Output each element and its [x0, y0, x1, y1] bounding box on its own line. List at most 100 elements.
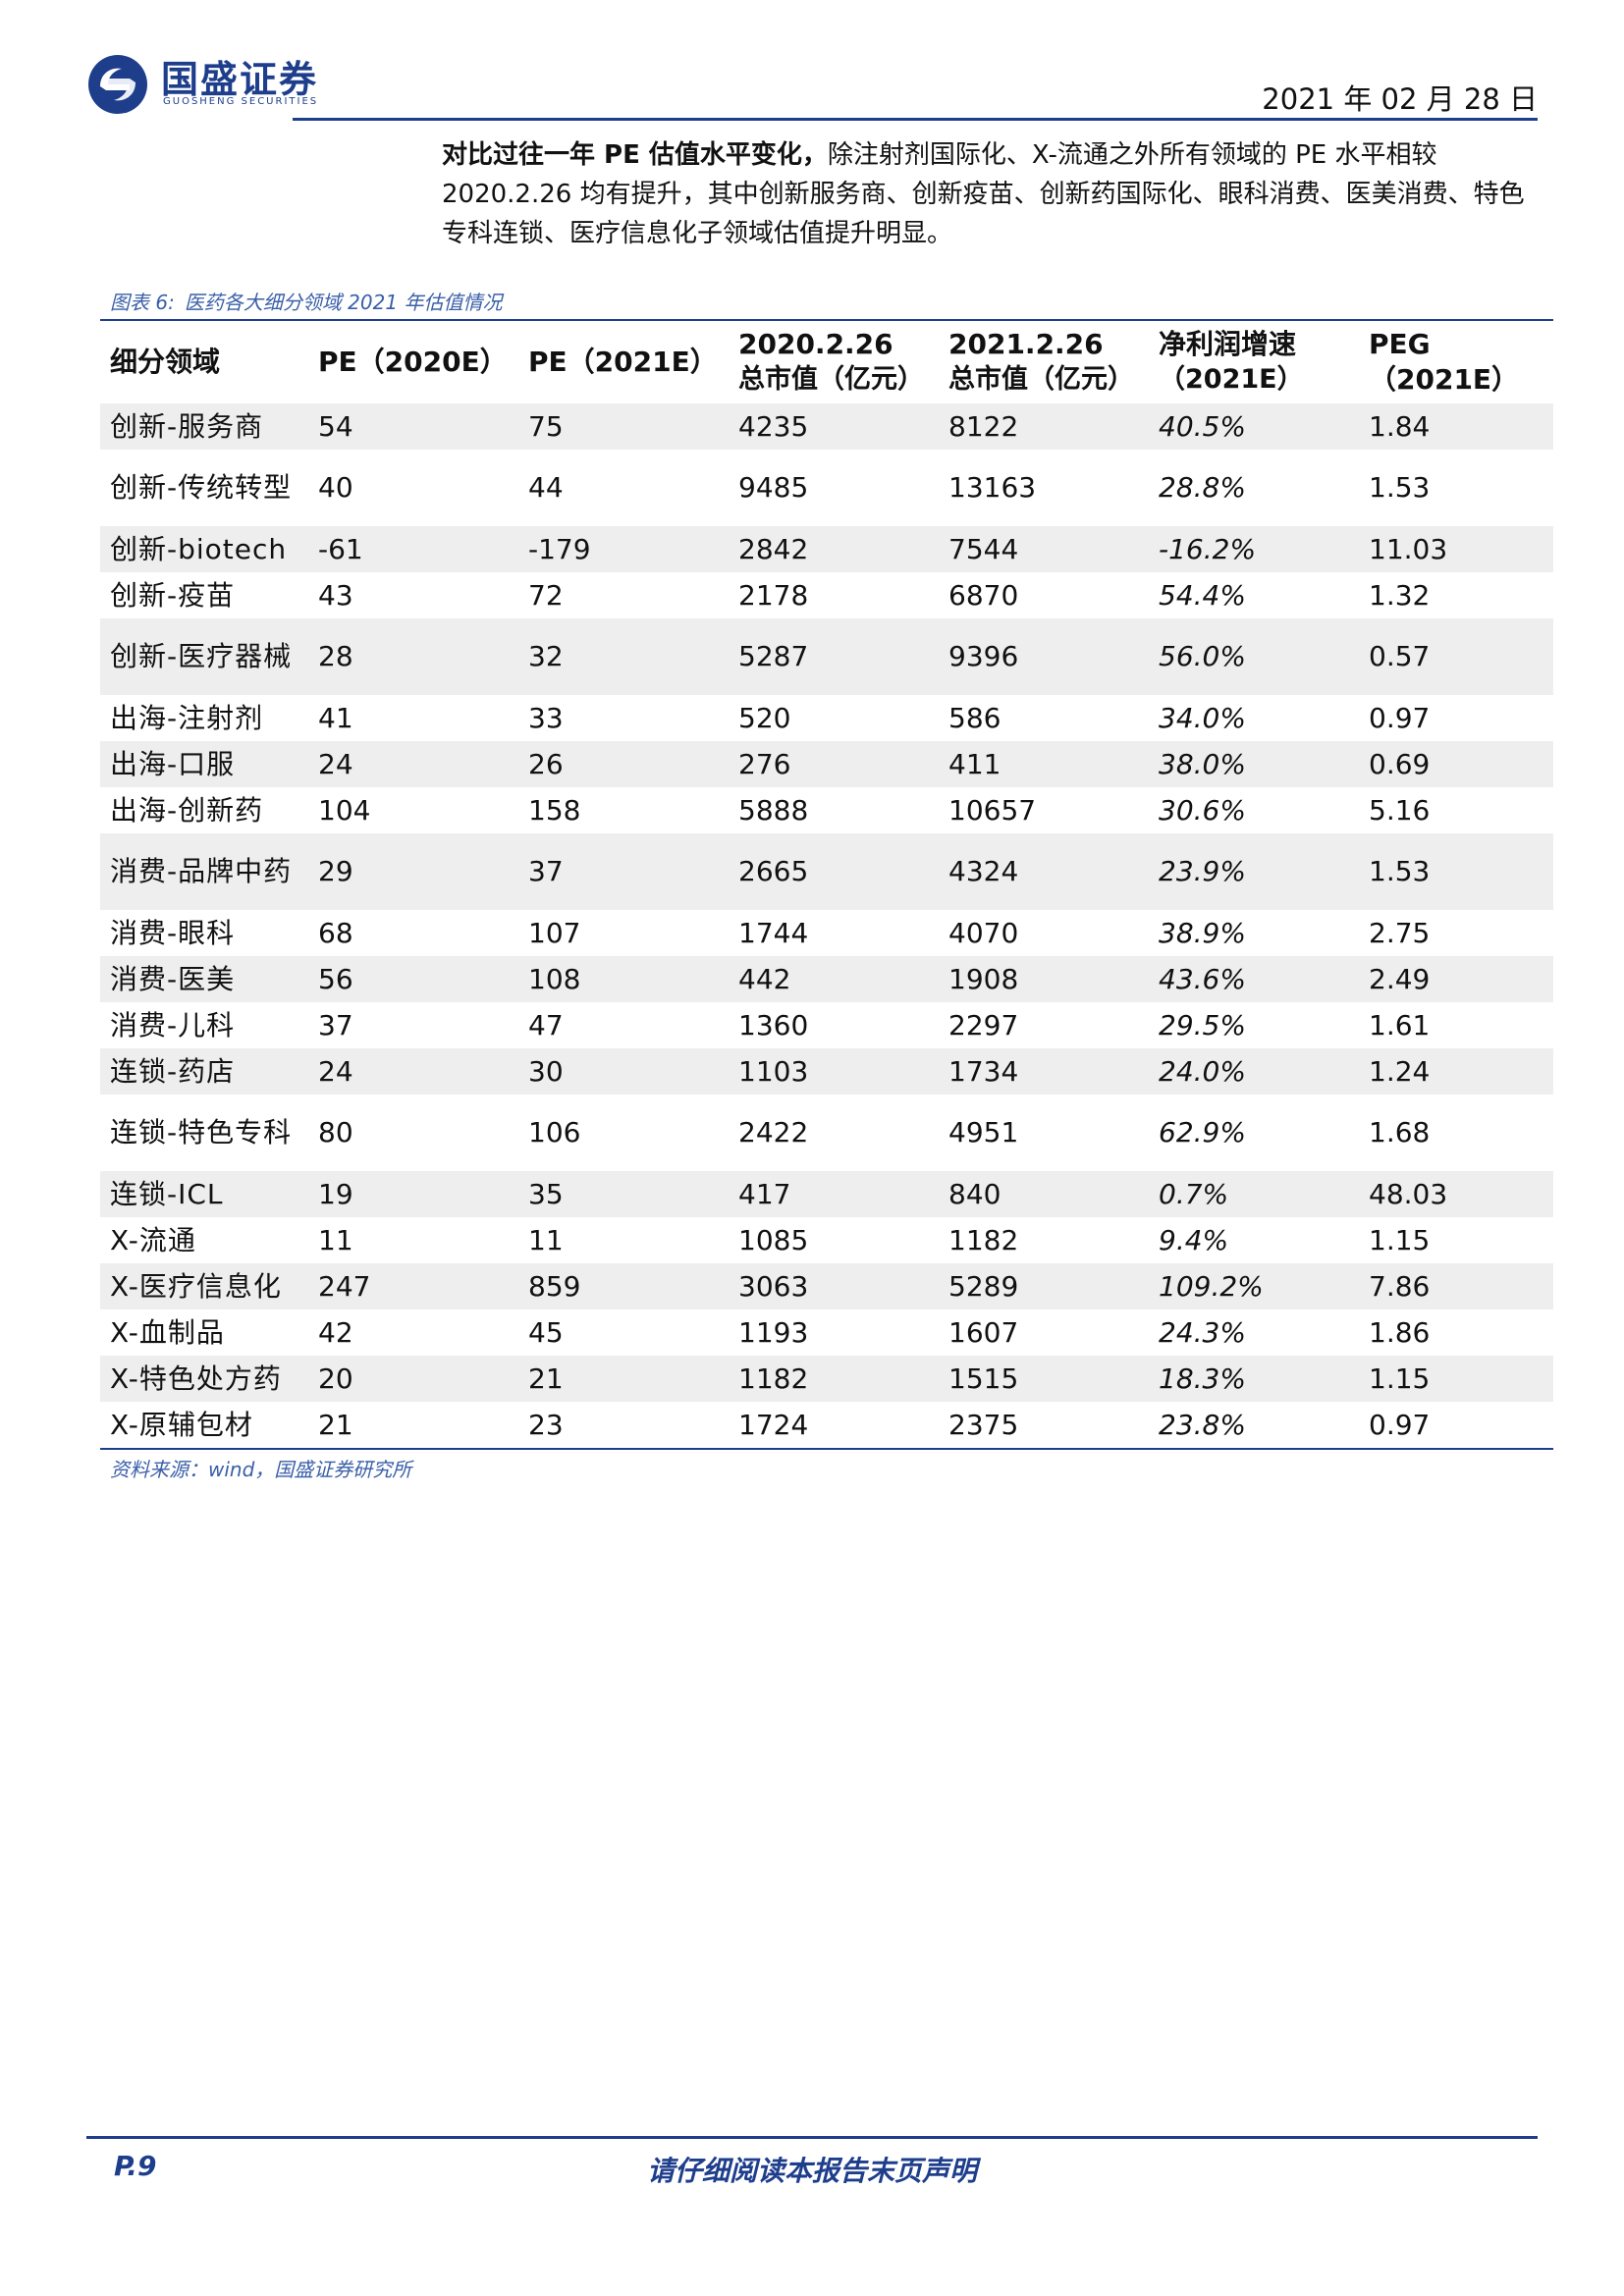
table-body: 创新-服务商 54 75 4235 8122 40.5% 1.84 创新-传统转型 40 44 94… [100, 403, 1553, 1448]
cell-profit-growth: 23.9% [1159, 855, 1246, 887]
cell-pe-2020: 104 [318, 793, 371, 827]
cell-mv-2020: 5287 [738, 640, 809, 672]
cell-profit-growth: 24.0% [1159, 1054, 1246, 1088]
table-header-row: 细分领域 PE（2020E） PE（2021E） 2020.2.26 总市值（亿元… [100, 321, 1553, 403]
cell-profit-growth: 62.9% [1159, 1116, 1246, 1148]
header-mv-2021: 2021.2.26 总市值（亿元） [948, 328, 1134, 395]
cell-profit-growth: 30.6% [1159, 793, 1246, 827]
cell-pe-2021: 30 [528, 1054, 564, 1088]
cell-profit-growth: 24.3% [1159, 1315, 1246, 1349]
table-row: X-特色处方药 20 21 1182 1515 18.3% 1.15 [100, 1356, 1553, 1402]
cell-mv-2021: 8122 [948, 409, 1019, 443]
cell-mv-2021: 2297 [948, 1008, 1019, 1041]
table-row: X-血制品 42 45 1193 1607 24.3% 1.86 [100, 1309, 1553, 1356]
cell-peg: 7.86 [1369, 1269, 1431, 1303]
cell-pe-2021: 37 [528, 855, 564, 887]
cell-mv-2020: 417 [738, 1177, 791, 1210]
cell-sector: 出海-注射剂 [110, 701, 264, 734]
cell-mv-2021: 9396 [948, 640, 1019, 672]
cell-profit-growth: 23.8% [1159, 1408, 1246, 1441]
cell-mv-2020: 2178 [738, 578, 809, 612]
cell-pe-2021: 859 [528, 1269, 581, 1303]
cell-sector: 连锁-特色专科 [110, 1116, 293, 1148]
cell-peg: 1.53 [1369, 471, 1431, 504]
cell-mv-2020: 1744 [738, 916, 809, 949]
table-row: 连锁-药店 24 30 1103 1734 24.0% 1.24 [100, 1048, 1553, 1095]
table-row: 出海-创新药 104 158 5888 10657 30.6% 5.16 [100, 787, 1553, 833]
cell-pe-2021: 33 [528, 701, 564, 734]
cell-pe-2021: 35 [528, 1177, 564, 1210]
table-row: X-流通 11 11 1085 1182 9.4% 1.15 [100, 1217, 1553, 1263]
header-profit-growth: 净利润增速 （2021E） [1159, 328, 1304, 395]
table-row: 消费-品牌中药 29 37 2665 4324 23.9% 1.53 [100, 833, 1553, 910]
cell-mv-2021: 2375 [948, 1408, 1019, 1441]
cell-sector: X-血制品 [110, 1315, 225, 1349]
table-row: 消费-眼科 68 107 1744 4070 38.9% 2.75 [100, 910, 1553, 956]
table-row: X-医疗信息化 247 859 3063 5289 109.2% 7.86 [100, 1263, 1553, 1309]
cell-mv-2021: 5289 [948, 1269, 1019, 1303]
cell-mv-2021: 1607 [948, 1315, 1019, 1349]
cell-mv-2021: 1908 [948, 962, 1019, 995]
cell-sector: 出海-创新药 [110, 793, 264, 827]
cell-mv-2020: 1182 [738, 1362, 809, 1395]
cell-profit-growth: 38.9% [1159, 916, 1246, 949]
cell-pe-2020: 54 [318, 409, 353, 443]
table-row: X-原辅包材 21 23 1724 2375 23.8% 0.97 [100, 1402, 1553, 1448]
cell-pe-2020: 56 [318, 962, 353, 995]
cell-sector: 连锁-药店 [110, 1054, 236, 1088]
cell-peg: 1.61 [1369, 1008, 1431, 1041]
cell-peg: 0.57 [1369, 640, 1431, 672]
cell-pe-2021: 107 [528, 916, 581, 949]
cell-mv-2021: 1182 [948, 1223, 1019, 1256]
cell-peg: 48.03 [1369, 1177, 1448, 1210]
cell-peg: 2.49 [1369, 962, 1431, 995]
table-row: 创新-biotech -61 -179 2842 7544 -16.2% 11.03 [100, 526, 1553, 572]
cell-profit-growth: 38.0% [1159, 747, 1246, 780]
cell-profit-growth: 0.7% [1159, 1177, 1229, 1210]
brand-name-cn: 国盛证券 [161, 58, 319, 101]
cell-mv-2021: 1515 [948, 1362, 1019, 1395]
cell-pe-2020: 42 [318, 1315, 353, 1349]
table-row: 消费-儿科 37 47 1360 2297 29.5% 1.61 [100, 1002, 1553, 1048]
cell-profit-growth: 54.4% [1159, 578, 1246, 612]
cell-mv-2020: 1085 [738, 1223, 809, 1256]
cell-pe-2020: 28 [318, 640, 353, 672]
cell-mv-2021: 4951 [948, 1116, 1019, 1148]
table-row: 创新-疫苗 43 72 2178 6870 54.4% 1.32 [100, 572, 1553, 618]
cell-profit-growth: 109.2% [1159, 1269, 1264, 1303]
cell-peg: 1.24 [1369, 1054, 1431, 1088]
header-pe-2021: PE（2021E） [528, 346, 718, 378]
cell-mv-2020: 520 [738, 701, 791, 734]
cell-peg: 11.03 [1369, 532, 1448, 565]
table-row: 出海-口服 24 26 276 411 38.0% 0.69 [100, 741, 1553, 787]
cell-pe-2021: 32 [528, 640, 564, 672]
intro-paragraph: 对比过往一年 PE 估值水平变化，除注射剂国际化、X-流通之外所有领域的 PE … [442, 135, 1537, 253]
cell-mv-2021: 4070 [948, 916, 1019, 949]
cell-sector: X-流通 [110, 1223, 196, 1256]
cell-profit-growth: 34.0% [1159, 701, 1246, 734]
cell-mv-2021: 840 [948, 1177, 1001, 1210]
cell-sector: 连锁-ICL [110, 1177, 224, 1210]
cell-pe-2021: -179 [528, 532, 591, 565]
cell-pe-2020: 29 [318, 855, 353, 887]
cell-peg: 1.84 [1369, 409, 1431, 443]
cell-sector: X-医疗信息化 [110, 1269, 282, 1303]
cell-mv-2020: 4235 [738, 409, 809, 443]
footer-divider [86, 2136, 1538, 2139]
cell-mv-2020: 1724 [738, 1408, 809, 1441]
cell-pe-2020: 41 [318, 701, 353, 734]
cell-sector: 创新-疫苗 [110, 578, 236, 612]
header-pe-2020: PE（2020E） [318, 346, 508, 378]
table-row: 连锁-特色专科 80 106 2422 4951 62.9% 1.68 [100, 1095, 1553, 1171]
cell-pe-2020: -61 [318, 532, 363, 565]
cell-mv-2021: 411 [948, 747, 1001, 780]
cell-pe-2021: 21 [528, 1362, 564, 1395]
cell-mv-2021: 7544 [948, 532, 1019, 565]
cell-sector: X-原辅包材 [110, 1408, 253, 1441]
cell-pe-2020: 247 [318, 1269, 371, 1303]
cell-pe-2021: 45 [528, 1315, 564, 1349]
cell-peg: 2.75 [1369, 916, 1431, 949]
cell-pe-2021: 47 [528, 1008, 564, 1041]
cell-pe-2020: 20 [318, 1362, 353, 1395]
cell-pe-2020: 37 [318, 1008, 353, 1041]
